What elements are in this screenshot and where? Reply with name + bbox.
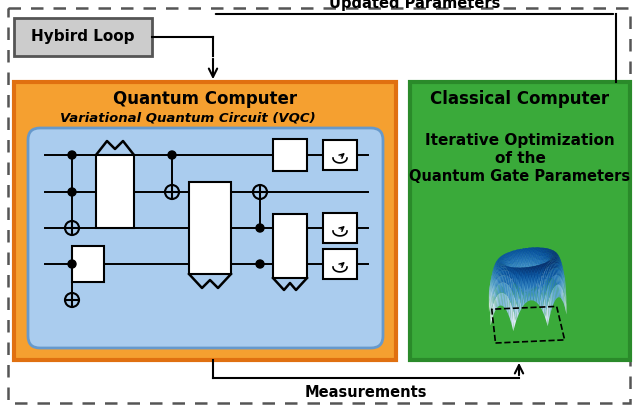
FancyBboxPatch shape: [273, 139, 307, 171]
FancyBboxPatch shape: [14, 82, 396, 360]
Text: Quantum Computer: Quantum Computer: [113, 90, 297, 108]
FancyBboxPatch shape: [323, 140, 357, 170]
Text: of the: of the: [495, 150, 545, 166]
Text: Hybird Loop: Hybird Loop: [31, 30, 135, 44]
FancyBboxPatch shape: [410, 82, 630, 360]
Text: Measurements: Measurements: [305, 385, 428, 399]
FancyBboxPatch shape: [273, 214, 307, 278]
Text: Quantum Gate Parameters: Quantum Gate Parameters: [410, 169, 630, 183]
FancyBboxPatch shape: [28, 128, 383, 348]
Circle shape: [256, 224, 264, 232]
FancyBboxPatch shape: [189, 182, 231, 274]
Text: Variational Quantum Circuit (VQC): Variational Quantum Circuit (VQC): [60, 111, 316, 125]
Circle shape: [68, 188, 76, 196]
Text: Iterative Optimization: Iterative Optimization: [425, 132, 615, 148]
Text: Updated Parameters: Updated Parameters: [330, 0, 500, 11]
FancyBboxPatch shape: [14, 18, 152, 56]
Circle shape: [168, 151, 176, 159]
FancyBboxPatch shape: [72, 246, 104, 282]
Circle shape: [68, 260, 76, 268]
Circle shape: [68, 151, 76, 159]
Circle shape: [256, 260, 264, 268]
Text: Classical Computer: Classical Computer: [431, 90, 609, 108]
FancyBboxPatch shape: [323, 213, 357, 243]
FancyBboxPatch shape: [96, 155, 134, 228]
FancyBboxPatch shape: [323, 249, 357, 279]
